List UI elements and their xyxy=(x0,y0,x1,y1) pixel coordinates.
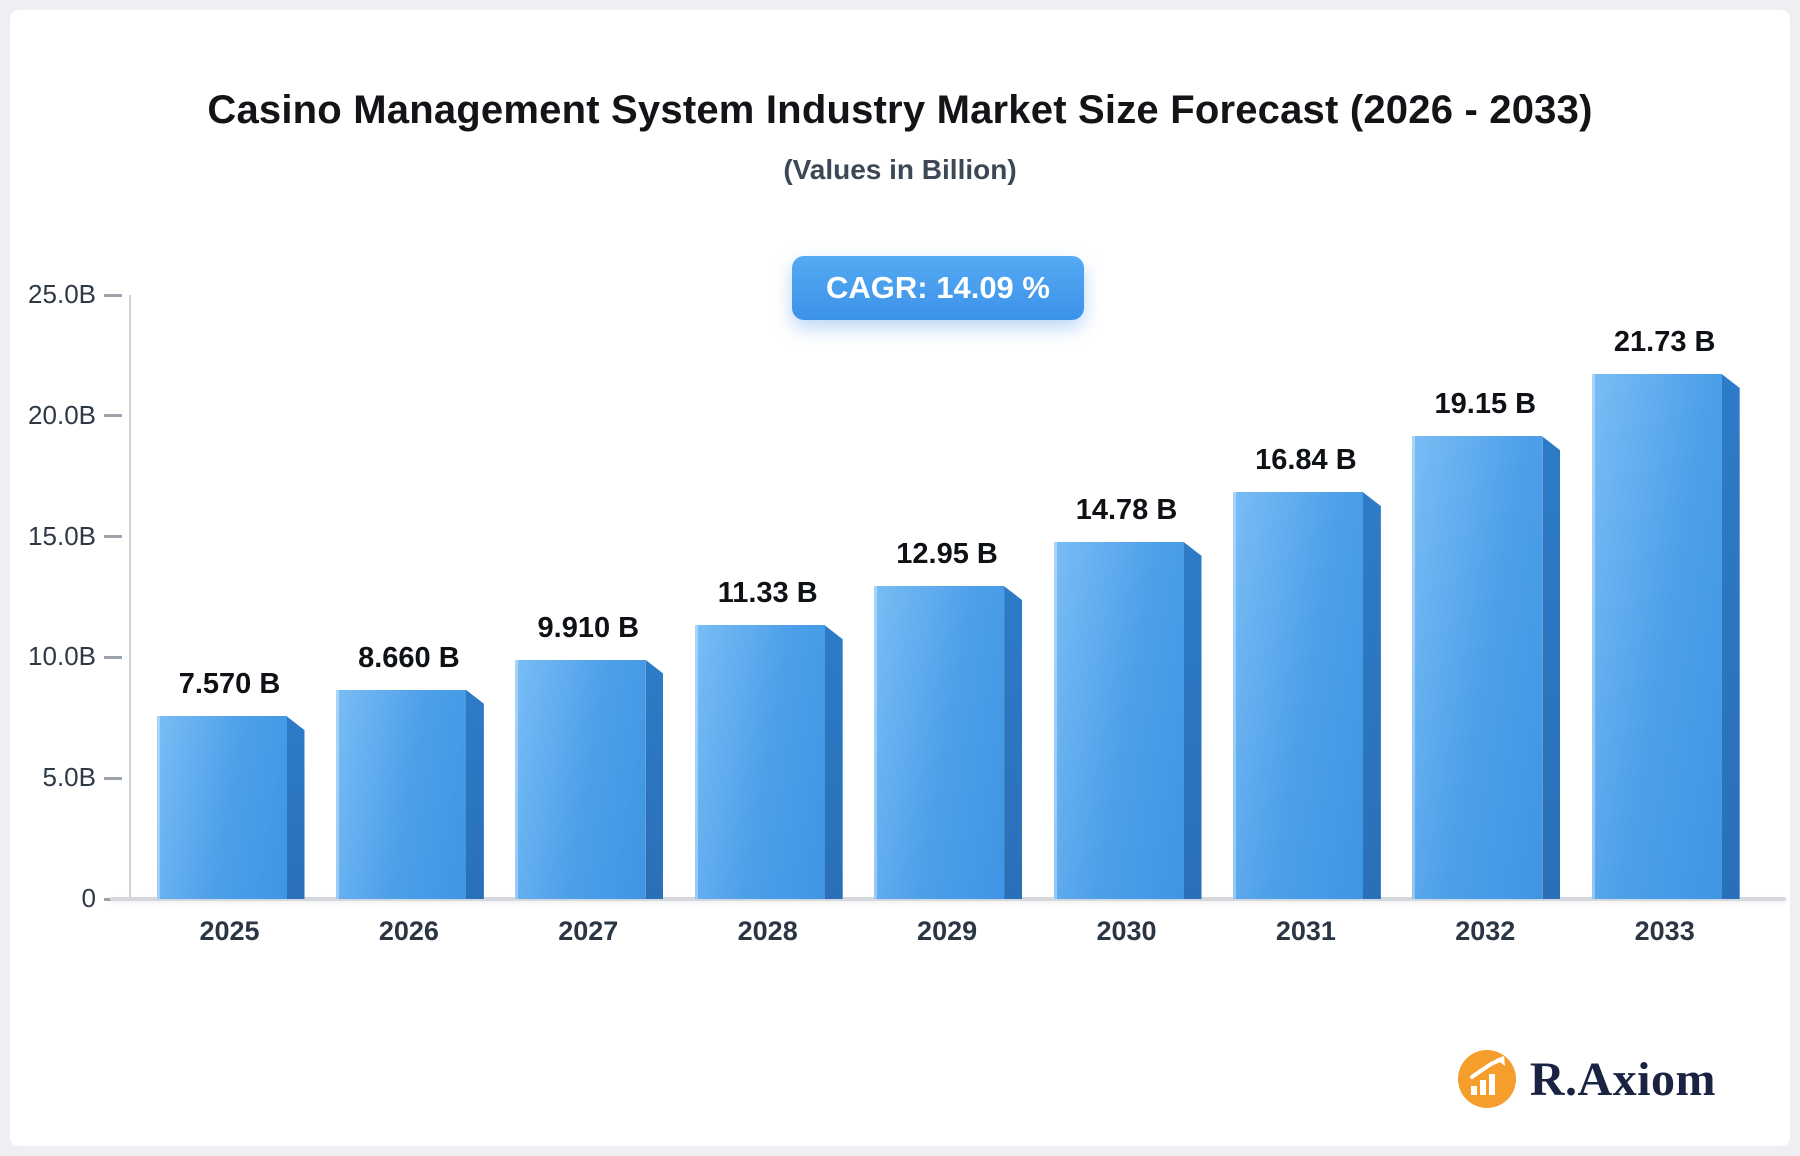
bar-value-label: 19.15 B xyxy=(1434,388,1537,421)
x-tick-label: 2028 xyxy=(737,916,798,946)
x-tick-label: 2029 xyxy=(917,916,978,946)
y-tick-mark xyxy=(104,414,122,418)
bar xyxy=(1412,436,1543,899)
chart-subtitle: (Values in Billion) xyxy=(783,154,1017,185)
y-tick-mark xyxy=(104,655,122,659)
x-tick-label: 2030 xyxy=(1096,916,1157,946)
y-tick-label: 15.0B xyxy=(28,520,96,551)
x-tick-label: 2026 xyxy=(378,916,439,946)
y-axis-line xyxy=(129,295,131,899)
bar xyxy=(1053,541,1184,899)
bar-value-label: 21.73 B xyxy=(1613,326,1716,358)
bar-value-label: 14.78 B xyxy=(1075,493,1178,526)
y-tick-label: 0 xyxy=(81,883,96,913)
x-tick-label: 2027 xyxy=(558,916,619,946)
bar-value-label: 11.33 B xyxy=(717,577,818,610)
logo-text: R.Axiom xyxy=(1529,1052,1716,1106)
bar-value-label: 16.84 B xyxy=(1255,444,1357,477)
x-tick-label: 2033 xyxy=(1634,916,1695,946)
bar xyxy=(1591,374,1722,899)
y-tick-label: 20.0B xyxy=(28,399,96,430)
logo-bar-chart-icon xyxy=(1457,1050,1516,1108)
y-tick-label: 10.0B xyxy=(28,641,96,672)
bar-side-face xyxy=(1183,541,1202,899)
bar-side-face xyxy=(824,625,843,899)
bar-value-label: 7.570 B xyxy=(178,668,281,701)
bar xyxy=(694,625,825,899)
bar-side-face xyxy=(645,659,664,899)
y-tick-label: 25.0B xyxy=(28,279,96,309)
bar xyxy=(1232,492,1363,899)
y-tick-mark xyxy=(104,776,122,780)
bar-side-face xyxy=(1721,374,1740,899)
bar xyxy=(156,716,287,899)
raxiom-logo: R.Axiom xyxy=(1457,1050,1716,1108)
x-axis-line xyxy=(110,897,1786,901)
bar-side-face xyxy=(286,716,305,899)
bar xyxy=(515,659,646,899)
bar-side-face xyxy=(1004,586,1023,899)
bar-side-face xyxy=(465,689,484,899)
cagr-badge: CAGR: 14.09 % xyxy=(792,256,1084,320)
y-tick-mark xyxy=(104,535,122,539)
bar xyxy=(874,586,1005,899)
y-tick-label: 5.0B xyxy=(42,762,97,793)
x-tick-label: 2031 xyxy=(1275,916,1336,946)
y-tick-mark xyxy=(104,293,122,297)
x-tick-label: 2025 xyxy=(199,916,260,946)
x-tick-label: 2032 xyxy=(1455,916,1516,946)
chart-title: Casino Management System Industry Market… xyxy=(207,88,1593,132)
bar-value-label: 12.95 B xyxy=(896,538,998,571)
bar-value-label: 9.910 B xyxy=(537,611,640,644)
bar-side-face xyxy=(1362,492,1381,899)
bar-side-face xyxy=(1542,436,1561,899)
bar xyxy=(335,689,466,899)
bar-value-label: 8.660 B xyxy=(358,641,460,674)
